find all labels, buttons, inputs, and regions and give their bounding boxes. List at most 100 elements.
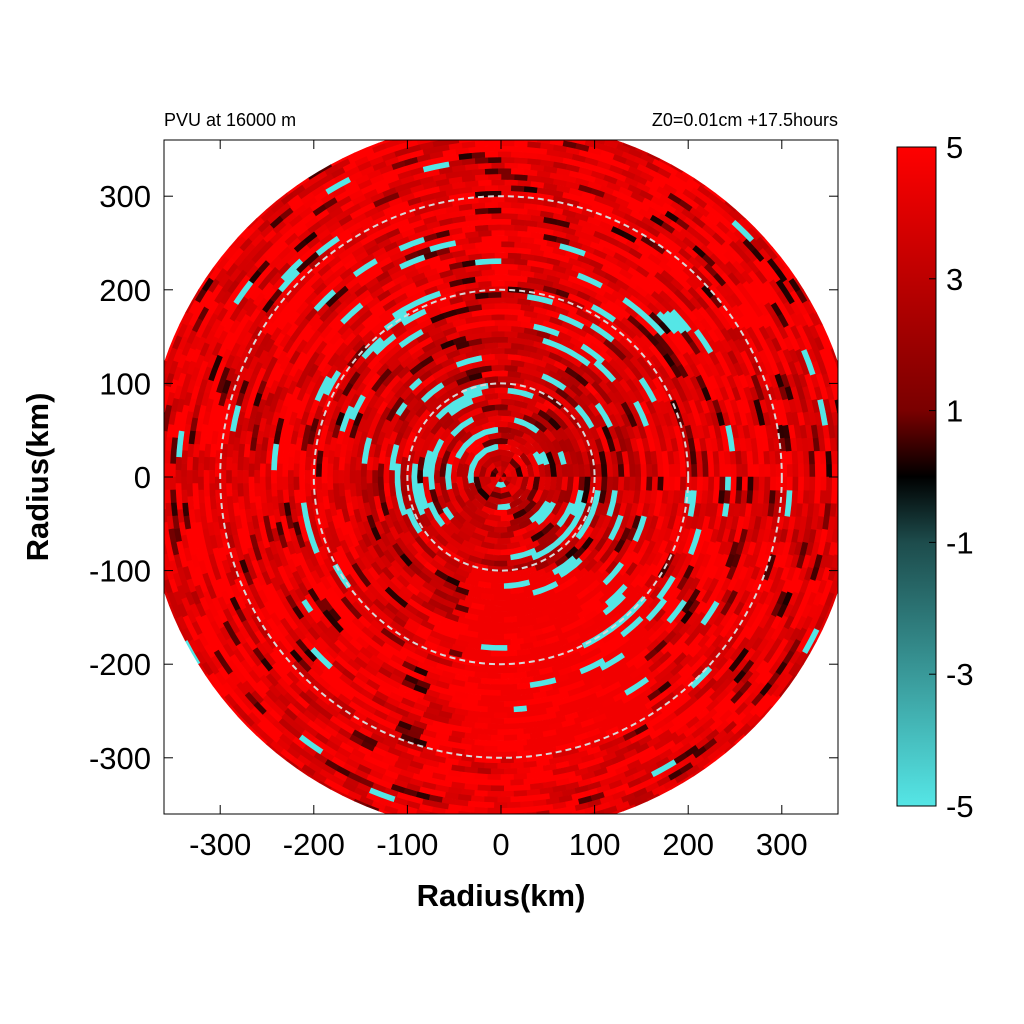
field-cell [503,263,518,271]
field-cell [500,774,515,781]
field-cell [480,801,495,809]
field-cell [504,785,518,792]
field-cell [500,240,515,248]
field-cell [820,476,828,491]
field-cell [500,291,515,299]
field-cell [651,476,659,491]
field-cell [326,463,334,478]
field-cell [820,463,828,478]
field-cell [606,476,614,491]
field-cell [497,622,512,629]
field-cell [493,420,509,428]
field-cell [814,463,822,478]
field-cell [503,280,518,288]
field-cell [769,476,777,491]
field-cell [713,463,721,478]
field-cell [809,476,816,491]
field-cell [247,476,255,491]
field-cell [487,156,502,164]
field-cell [497,375,512,383]
field-cell [753,463,760,478]
field-cell [500,706,515,714]
field-cell [497,762,512,770]
field-cell [691,463,698,478]
field-cell [668,476,676,491]
field-cell [490,650,505,658]
field-cell [606,463,614,478]
field-cell [164,496,166,510]
field-cell [236,470,243,484]
field-cell [360,463,368,478]
field-cell [835,437,838,452]
field-cell [736,463,743,478]
field-cell [497,605,512,613]
field-cell [764,463,771,478]
field-cell [493,560,509,567]
field-cell [490,162,505,169]
field-cell [360,476,368,491]
field-cell [484,779,499,787]
field-cell [500,655,515,663]
field-cell [497,358,512,366]
field-cell [253,470,260,484]
field-cell [281,463,289,478]
field-cell [484,150,499,158]
title-left: PVU at 16000 m [164,110,296,130]
field-cell [487,655,502,663]
field-cell [507,801,522,809]
field-cell [747,463,755,478]
field-cell [786,463,794,478]
field-cell [197,476,204,491]
field-cell [490,313,505,321]
field-cell [164,463,171,478]
field-cell [493,543,509,550]
field-cell [484,184,499,192]
field-cell [484,218,499,226]
field-cell [326,476,334,491]
field-cell [497,392,512,400]
field-cell [493,678,509,685]
field-cell [247,463,255,478]
field-cell [164,444,166,458]
field-cell [197,463,204,478]
field-cell [513,790,528,798]
field-cell [696,463,704,478]
field-cell [242,470,249,484]
field-cell [831,476,838,491]
field-cell [500,740,515,747]
field-cell [507,252,522,260]
field-cell [500,207,515,214]
field-cell [651,463,659,478]
field-cell [484,745,499,753]
field-cell [416,469,423,485]
field-cell [503,700,518,708]
field-cell [225,483,233,498]
field-cell [814,489,822,504]
field-cell [304,470,311,484]
field-cell [503,296,518,304]
field-cell [315,476,323,491]
field-cell [458,810,473,814]
field-cell [503,212,518,220]
field-cell [724,476,732,491]
field-cell [490,633,505,641]
field-cell [702,476,710,491]
field-cell [674,476,682,491]
field-cell [487,257,502,265]
field-cell [487,689,502,697]
field-cell [493,628,509,635]
field-cell [724,463,732,478]
field-cell [830,489,838,504]
field-cell [191,470,199,484]
field-cell [657,476,665,491]
field-cell [490,768,505,775]
field-cell [343,463,351,478]
field-cell [490,667,505,674]
field-cell [500,173,515,180]
title-right: Z0=0.01cm +17.5hours [652,110,838,130]
field-cell [487,240,502,248]
field-cell [809,463,816,478]
field-cell [510,151,525,159]
field-cell [493,336,509,343]
